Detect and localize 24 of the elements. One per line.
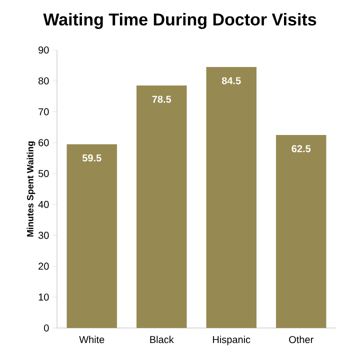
y-tick-label: 60 xyxy=(38,139,49,146)
y-tick-label: 30 xyxy=(38,232,49,239)
bar xyxy=(276,134,326,328)
bar xyxy=(136,86,187,328)
data-label: 84.5 xyxy=(222,77,241,84)
y-tick-label: 90 xyxy=(38,46,49,54)
y-axis-title: Minutes Spent Waiting xyxy=(26,142,36,236)
data-label: 62.5 xyxy=(292,145,311,152)
y-tick-label: 0 xyxy=(44,324,49,332)
y-tick-label: 20 xyxy=(38,262,49,270)
data-label: 59.5 xyxy=(82,154,102,162)
bar xyxy=(206,66,256,328)
y-tick-label: 50 xyxy=(38,170,49,178)
y-tick-label: 10 xyxy=(38,294,49,301)
data-label: 78.5 xyxy=(152,96,172,103)
x-tick-label: White xyxy=(79,336,104,344)
x-tick-label: Other xyxy=(289,336,314,344)
y-tick-label: 80 xyxy=(38,77,49,84)
y-tick-label: 40 xyxy=(38,200,49,208)
x-tick-label: Black xyxy=(150,336,174,344)
chart-title: Waiting Time During Doctor Visits xyxy=(43,13,316,29)
bar xyxy=(66,144,117,328)
x-tick-label: Hispanic xyxy=(213,336,250,346)
y-tick-label: 70 xyxy=(38,108,49,116)
